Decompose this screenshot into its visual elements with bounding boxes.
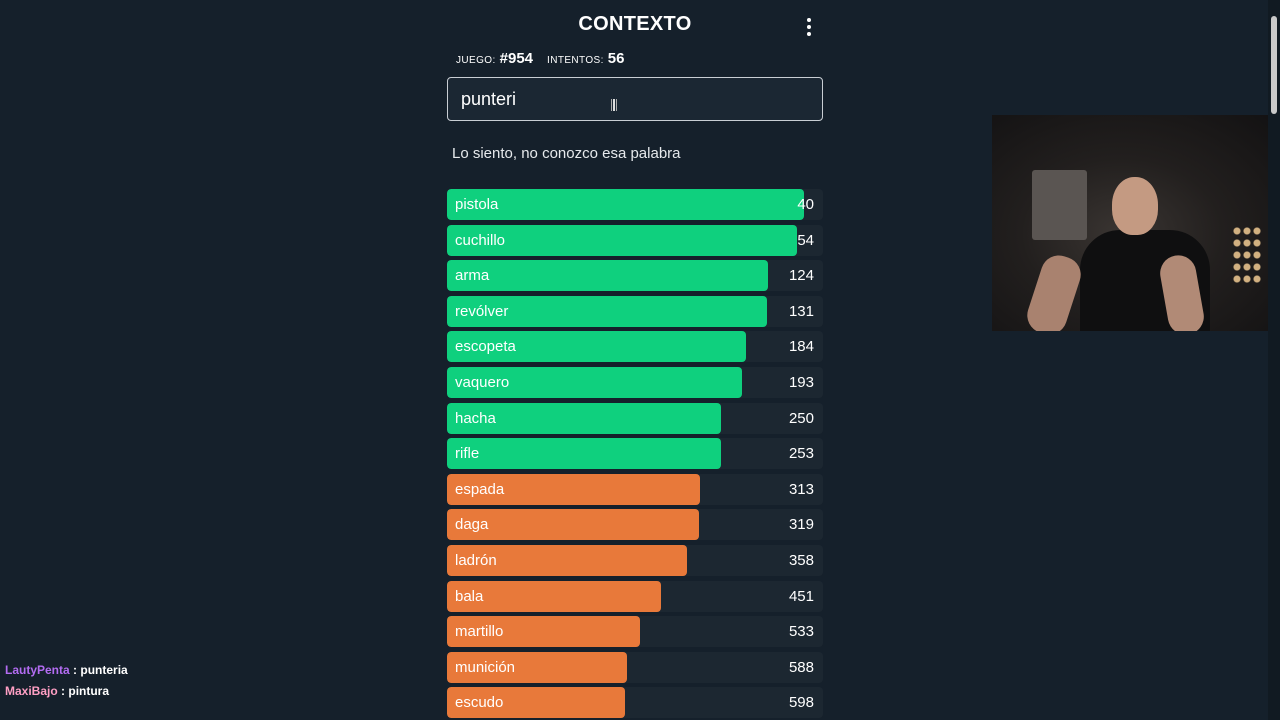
guess-word: pistola (455, 196, 499, 213)
guess-row: espada 313 (447, 473, 823, 505)
chat-separator: : (57, 684, 69, 698)
text-cursor-icon (611, 99, 617, 111)
guess-row: revólver 131 (447, 295, 823, 327)
guess-row: hacha 250 (447, 402, 823, 434)
guess-word: bala (455, 587, 484, 605)
guess-input[interactable] (447, 77, 823, 121)
guess-rank: 124 (788, 267, 814, 285)
guess-word: rifle (455, 445, 480, 463)
chat-message: punteria (80, 663, 128, 677)
chat-username: MaxiBajo (5, 684, 58, 698)
guess-row: rifle 253 (447, 438, 823, 470)
attempts-count: 56 (607, 50, 625, 67)
guess-word: vaquero (455, 373, 510, 391)
chat-separator: : (69, 663, 81, 677)
guess-rank: 588 (788, 658, 814, 676)
game-label: JUEGO: (456, 55, 496, 66)
guess-row: ladrón 358 (447, 544, 823, 576)
similarity-bar (447, 295, 767, 327)
game-number: #954 (499, 50, 534, 67)
error-message: Lo siento, no conozco esa palabra (452, 145, 681, 162)
chat-message: pintura (68, 684, 110, 698)
guess-rank: 184 (788, 338, 814, 356)
attempts-label: INTENTOS: (547, 55, 604, 66)
guess-row: martillo 533 (447, 616, 823, 648)
guess-word: escopeta (455, 338, 516, 356)
guess-word: arma (455, 267, 490, 285)
guess-word: munición (455, 658, 516, 676)
guess-rank: 598 (788, 694, 814, 712)
similarity-bar (447, 687, 625, 719)
guess-rank: 451 (788, 587, 814, 605)
guess-rank: 193 (788, 373, 814, 391)
similarity-bar (447, 366, 743, 398)
guess-rank: 40 (797, 196, 814, 213)
guess-row: bala 451 (447, 580, 823, 612)
guess-rank: 253 (788, 445, 814, 463)
kebab-menu-icon[interactable] (799, 16, 819, 38)
similarity-bar (447, 580, 661, 612)
guess-row: cuchillo 54 (447, 224, 823, 256)
guess-rank: 131 (788, 302, 814, 320)
similarity-bar (447, 402, 722, 434)
guess-rank: 358 (788, 551, 814, 569)
guess-row: escopeta 184 (447, 331, 823, 363)
scrollbar-thumb[interactable] (1271, 16, 1277, 114)
guess-word: revólver (455, 302, 509, 320)
guess-row: munición 588 (447, 651, 823, 683)
guess-row: escudo 598 (447, 687, 823, 719)
similarity-bar (447, 544, 687, 576)
guess-list: pistola 40 cuchillo 54 arma 124 revólver 131 esc… (447, 189, 823, 720)
webcam-overlay (992, 115, 1280, 331)
similarity-bar (447, 651, 628, 683)
game-stats: JUEGO: #954 INTENTOS: 56 (456, 50, 624, 67)
page-scrollbar[interactable] (1268, 0, 1280, 720)
similarity-bar (447, 616, 640, 648)
guess-rank: 319 (788, 516, 814, 534)
guess-rank: 54 (797, 231, 814, 249)
guess-row: arma 124 (447, 260, 823, 292)
guess-row: vaquero 193 (447, 366, 823, 398)
guess-rank: 533 (788, 623, 814, 641)
guess-word: escudo (455, 694, 504, 712)
page-title: CONTEXTO (578, 13, 692, 35)
guess-word: daga (455, 516, 489, 534)
similarity-bar (447, 438, 721, 470)
guess-row: daga 319 (447, 509, 823, 541)
guess-word: espada (455, 480, 505, 498)
guess-row: pistola 40 (447, 189, 823, 220)
chat-overlay: LautyPenta : punteria MaxiBajo : pintura (5, 660, 128, 702)
similarity-bar (447, 331, 746, 363)
similarity-bar (447, 509, 699, 541)
similarity-bar (447, 473, 701, 505)
chat-line: MaxiBajo : pintura (5, 681, 128, 702)
similarity-bar (447, 189, 805, 220)
guess-word: hacha (455, 409, 496, 427)
guess-word: ladrón (455, 551, 497, 569)
similarity-bar (447, 224, 797, 256)
guess-word: martillo (455, 623, 504, 641)
chat-username: LautyPenta (5, 663, 70, 677)
chat-line: LautyPenta : punteria (5, 660, 128, 681)
guess-rank: 313 (788, 480, 814, 498)
guess-rank: 250 (788, 409, 814, 427)
guess-word: cuchillo (455, 231, 506, 249)
similarity-bar (447, 260, 769, 292)
